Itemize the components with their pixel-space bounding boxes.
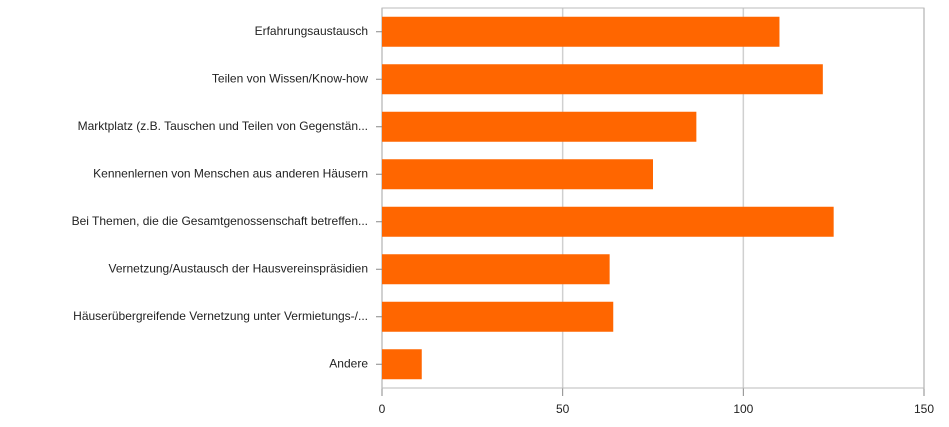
bar — [382, 206, 834, 237]
bar — [382, 16, 780, 47]
plot-border — [381, 7, 925, 389]
x-tick-label: 100 — [733, 402, 753, 416]
bar — [382, 349, 422, 380]
bar — [382, 254, 610, 285]
bar — [382, 111, 697, 142]
x-tick-label: 50 — [556, 402, 570, 416]
bar — [382, 159, 653, 190]
bar — [382, 301, 614, 332]
x-tick-label: 0 — [379, 402, 386, 416]
y-tick-label: Andere — [329, 356, 368, 370]
y-tick-label: Häuserübergreifende Vernetzung unter Ver… — [73, 309, 368, 323]
y-tick-label: Erfahrungsaustausch — [255, 24, 368, 38]
y-tick-label: Marktplatz (z.B. Tauschen und Teilen von… — [78, 119, 368, 133]
y-tick-label: Teilen von Wissen/Know-how — [212, 71, 368, 85]
y-tick-label: Vernetzung/Austausch der Hausvereinspräs… — [109, 261, 369, 275]
y-tick-label: Kennenlernen von Menschen aus anderen Hä… — [93, 166, 368, 180]
y-tick-label: Bei Themen, die die Gesamtgenossenschaft… — [72, 214, 368, 228]
bar — [382, 64, 823, 95]
x-tick-label: 150 — [914, 402, 934, 416]
